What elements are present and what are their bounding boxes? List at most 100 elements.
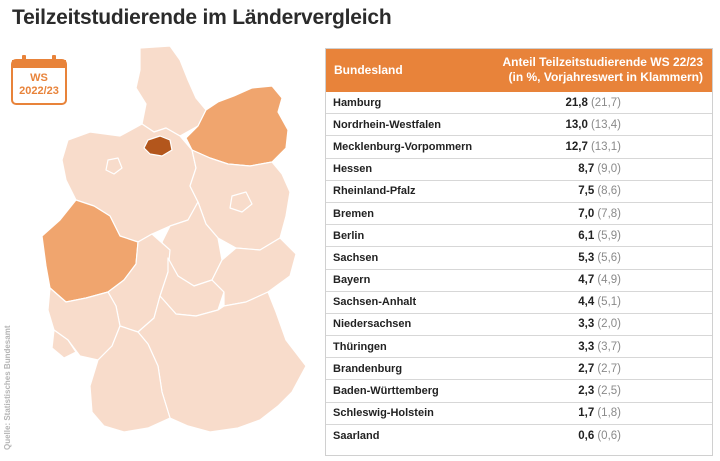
- cell-values: 7,5 (8,6): [525, 185, 625, 197]
- cell-previous: (13,4): [590, 118, 621, 131]
- cell-previous: (8,6): [597, 185, 621, 198]
- table-row: Bayern 4,7 (4,9): [325, 270, 713, 292]
- cell-state: Sachsen: [333, 251, 379, 264]
- cell-value: 1,7: [578, 407, 595, 420]
- cell-value: 4,4: [578, 296, 595, 309]
- page-title: Teilzeitstudierende im Ländervergleich: [12, 6, 392, 29]
- cell-values: 4,7 (4,9): [525, 274, 625, 286]
- source-note: Quelle: Statistisches Bundesamt: [0, 300, 14, 450]
- table-row: Thüringen 3,3 (3,7): [325, 336, 713, 359]
- cell-value: 12,7: [565, 140, 588, 153]
- region-schleswig-holstein: [135, 45, 207, 137]
- cell-values: 2,7 (2,7): [525, 363, 625, 375]
- cell-state: Brandenburg: [333, 362, 403, 375]
- cell-previous: (9,0): [597, 163, 621, 176]
- header-state: Bundesland: [334, 63, 403, 77]
- calendar-label-year: 2022/23: [19, 85, 59, 97]
- region-hamburg: [143, 135, 173, 157]
- cell-value: 5,3: [578, 251, 595, 264]
- table-header: Bundesland Anteil Teilzeitstudierende WS…: [325, 48, 713, 92]
- cell-value: 21,8: [565, 96, 588, 109]
- cell-previous: (5,6): [597, 251, 621, 264]
- cell-value: 7,0: [578, 207, 595, 220]
- cell-previous: (7,8): [597, 207, 621, 220]
- table-row: Brandenburg 2,7 (2,7): [325, 358, 713, 381]
- cell-value: 3,3: [578, 318, 595, 331]
- cell-previous: (5,9): [597, 229, 621, 242]
- cell-previous: (2,7): [597, 362, 621, 375]
- table-row: Rheinland-Pfalz 7,5 (8,6): [325, 181, 713, 203]
- cell-value: 2,7: [578, 362, 595, 375]
- cell-values: 13,0 (13,4): [525, 119, 625, 131]
- cell-value: 6,1: [578, 229, 595, 242]
- cell-values: 4,4 (5,1): [525, 296, 625, 308]
- cell-value: 2,3: [578, 385, 595, 398]
- header-value-line2: (in %, Vorjahreswert in Klammern): [508, 70, 704, 84]
- region-mecklenburg-vorpommern: [185, 85, 289, 167]
- cell-state: Hamburg: [333, 96, 382, 109]
- data-table: Bundesland Anteil Teilzeitstudierende WS…: [325, 48, 713, 447]
- region-sachsen: [211, 237, 297, 307]
- cell-value: 3,3: [578, 340, 595, 353]
- cell-values: 3,3 (3,7): [525, 341, 625, 353]
- cell-value: 7,5: [578, 185, 595, 198]
- cell-values: 8,7 (9,0): [525, 163, 625, 175]
- cell-state: Sachsen-Anhalt: [333, 296, 417, 309]
- source-text: Quelle: Statistisches Bundesamt: [3, 325, 12, 450]
- cell-state: Bayern: [333, 274, 371, 287]
- table-row: Berlin 6,1 (5,9): [325, 225, 713, 248]
- cell-value: 8,7: [578, 163, 595, 176]
- cell-state: Saarland: [333, 429, 380, 442]
- table-row: Bremen 7,0 (7,8): [325, 203, 713, 226]
- cell-values: 5,3 (5,6): [525, 252, 625, 264]
- table-row: Hessen 8,7 (9,0): [325, 159, 713, 181]
- cell-state: Schleswig-Holstein: [333, 407, 434, 420]
- cell-state: Niedersachsen: [333, 318, 412, 331]
- cell-values: 0,6 (0,6): [525, 430, 625, 442]
- cell-value: 4,7: [578, 274, 595, 287]
- cell-state: Nordrhein-Westfalen: [333, 118, 441, 131]
- table-body: Hamburg 21,8 (21,7) Nordrhein-Westfalen 13,…: [325, 92, 713, 447]
- region-saarland: [51, 329, 77, 359]
- cell-previous: (21,7): [590, 96, 621, 109]
- germany-map: [41, 45, 307, 433]
- cell-values: 3,3 (2,0): [525, 318, 625, 330]
- calendar-icon: WS 2022/23: [10, 54, 68, 106]
- cell-previous: (1,8): [597, 407, 621, 420]
- cell-previous: (4,9): [597, 274, 621, 287]
- table-row: Sachsen-Anhalt 4,4 (5,1): [325, 292, 713, 314]
- cell-value: 13,0: [565, 118, 588, 131]
- cell-state: Berlin: [333, 229, 365, 242]
- table-row: Baden-Württemberg 2,3 (2,5): [325, 380, 713, 403]
- region-bremen: [105, 157, 123, 175]
- table-row: Schleswig-Holstein 1,7 (1,8): [325, 403, 713, 425]
- table-row: Nordrhein-Westfalen 13,0 (13,4): [325, 114, 713, 137]
- cell-state: Hessen: [333, 163, 373, 176]
- table-row: Mecklenburg-Vorpommern 12,7 (13,1): [325, 136, 713, 159]
- cell-state: Baden-Württemberg: [333, 385, 439, 398]
- cell-values: 7,0 (7,8): [525, 208, 625, 220]
- table-row: Hamburg 21,8 (21,7): [325, 92, 713, 115]
- cell-state: Mecklenburg-Vorpommern: [333, 140, 473, 153]
- cell-values: 12,7 (13,1): [525, 141, 625, 153]
- cell-state: Thüringen: [333, 340, 387, 353]
- cell-previous: (2,0): [597, 318, 621, 331]
- table-row: Niedersachsen 3,3 (2,0): [325, 314, 713, 337]
- cell-values: 1,7 (1,8): [525, 407, 625, 419]
- header-value-line1: Anteil Teilzeitstudierende WS 22/23: [502, 55, 704, 69]
- cell-value: 0,6: [578, 429, 595, 442]
- cell-state: Bremen: [333, 207, 374, 220]
- cell-previous: (2,5): [597, 385, 621, 398]
- table-row: Sachsen 5,3 (5,6): [325, 247, 713, 270]
- region-berlin: [229, 191, 253, 213]
- header-value: Anteil Teilzeitstudierende WS 22/23 (in …: [475, 55, 713, 85]
- cell-values: 2,3 (2,5): [525, 385, 625, 397]
- cell-values: 6,1 (5,9): [525, 230, 625, 242]
- cell-previous: (0,6): [597, 429, 621, 442]
- cell-state: Rheinland-Pfalz: [333, 185, 416, 198]
- cell-previous: (13,1): [590, 140, 621, 153]
- cell-previous: (5,1): [597, 296, 621, 309]
- region-baden-wuerttemberg: [89, 325, 171, 433]
- calendar-label-ws: WS: [30, 72, 48, 84]
- cell-values: 21,8 (21,7): [525, 97, 625, 109]
